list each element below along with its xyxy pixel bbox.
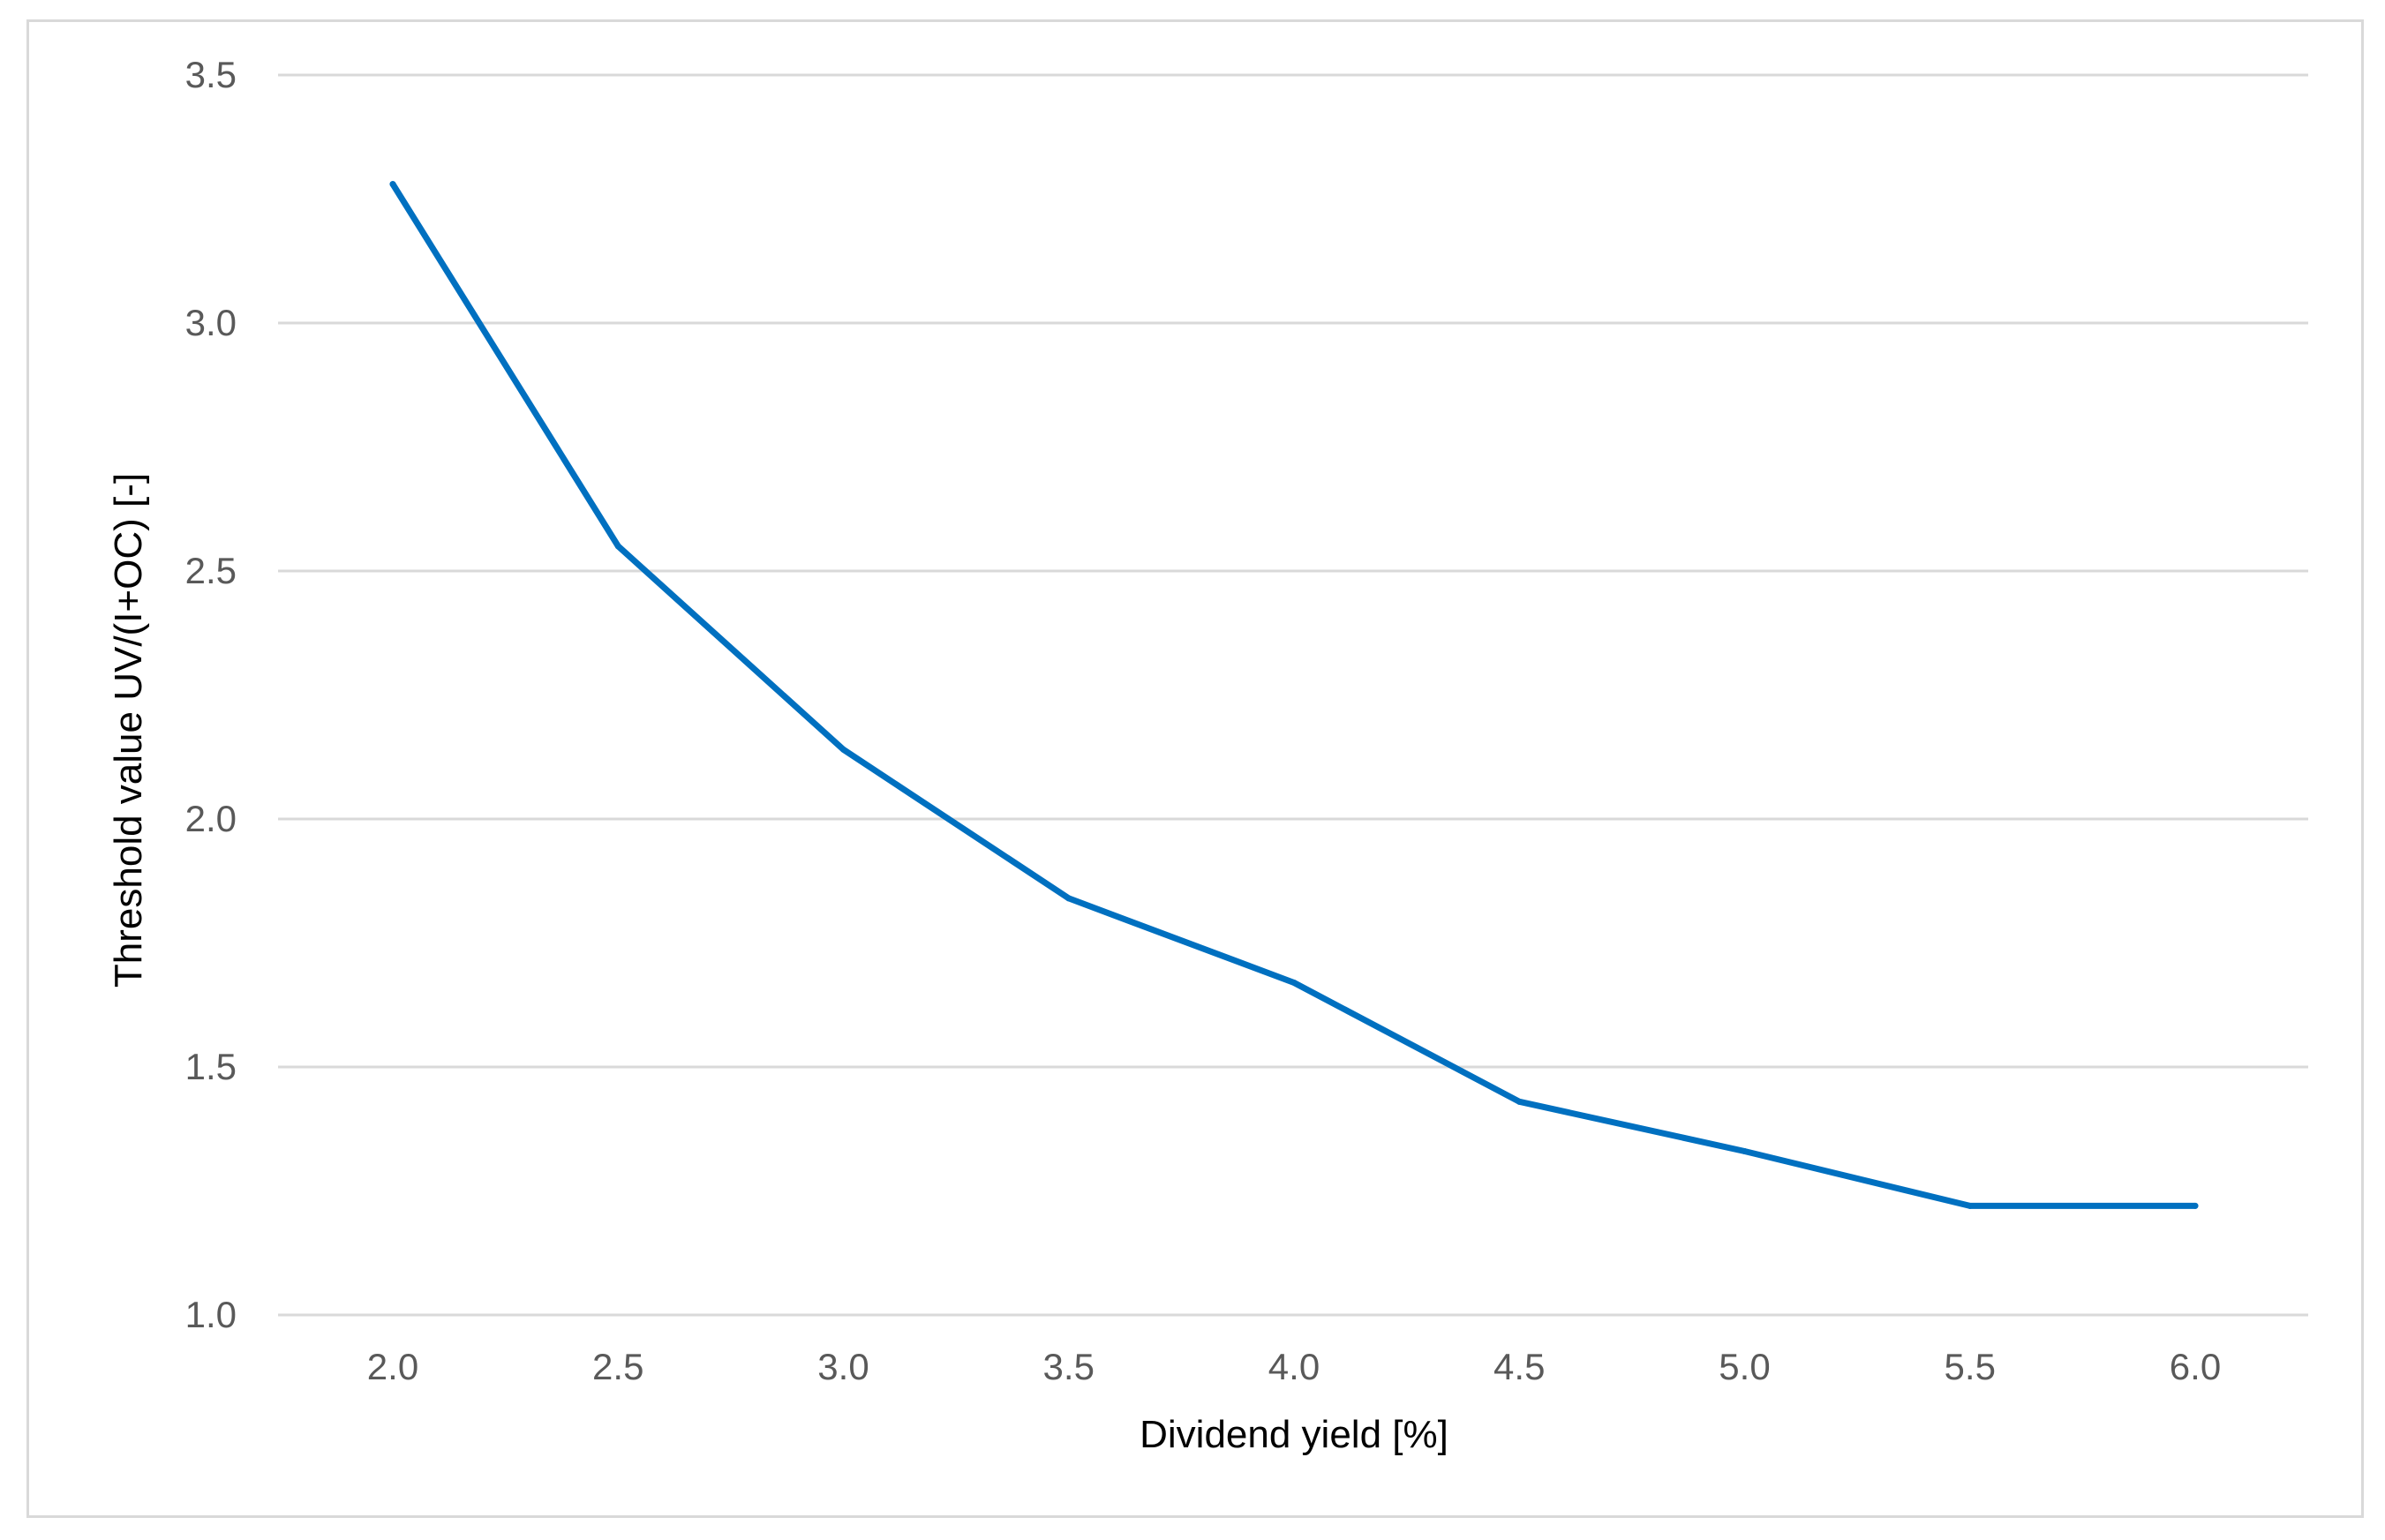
x-axis-tick-labels: 2.0 2.5 3.0 3.5 4.0 4.5 5.0 5.5 6.0: [367, 1346, 2221, 1387]
series-lines: [389, 181, 2199, 1209]
x-tick-label: 6.0: [2170, 1346, 2221, 1387]
x-tick-label: 3.5: [1043, 1346, 1095, 1387]
chart-frame: [26, 19, 2364, 1518]
y-axis-title: Threshold value UV/(I+OC) [-]: [107, 473, 150, 988]
data-point: [1967, 1202, 1974, 1209]
y-axis-tick-labels: 1.0 1.5 2.0 2.5 3.0 3.5: [185, 54, 237, 1335]
y-tick-label: 2.0: [185, 798, 237, 839]
gridlines: [278, 73, 2308, 1317]
data-point: [840, 746, 846, 753]
x-tick-label: 5.0: [1719, 1346, 1770, 1387]
y-tick-label: 3.0: [185, 302, 237, 343]
x-tick-label: 4.0: [1268, 1346, 1320, 1387]
data-point: [2192, 1202, 2199, 1209]
x-tick-label: 3.0: [817, 1346, 869, 1387]
y-tick-label: 3.5: [185, 54, 237, 95]
series-line-0: [389, 181, 2199, 1209]
data-point: [1742, 1148, 1748, 1155]
data-point: [614, 543, 621, 550]
x-tick-label: 5.5: [1945, 1346, 1996, 1387]
y-tick-label: 2.5: [185, 550, 237, 591]
data-point: [1290, 979, 1298, 986]
y-tick-label: 1.5: [185, 1046, 237, 1087]
data-point: [1065, 895, 1072, 902]
x-tick-label: 2.5: [592, 1346, 643, 1387]
data-point: [1516, 1098, 1523, 1105]
data-point: [389, 181, 396, 188]
x-tick-label: 2.0: [367, 1346, 418, 1387]
x-axis-title: Dividend yield [%]: [1140, 1413, 1448, 1456]
y-tick-label: 1.0: [185, 1294, 237, 1335]
x-tick-label: 4.5: [1493, 1346, 1545, 1387]
